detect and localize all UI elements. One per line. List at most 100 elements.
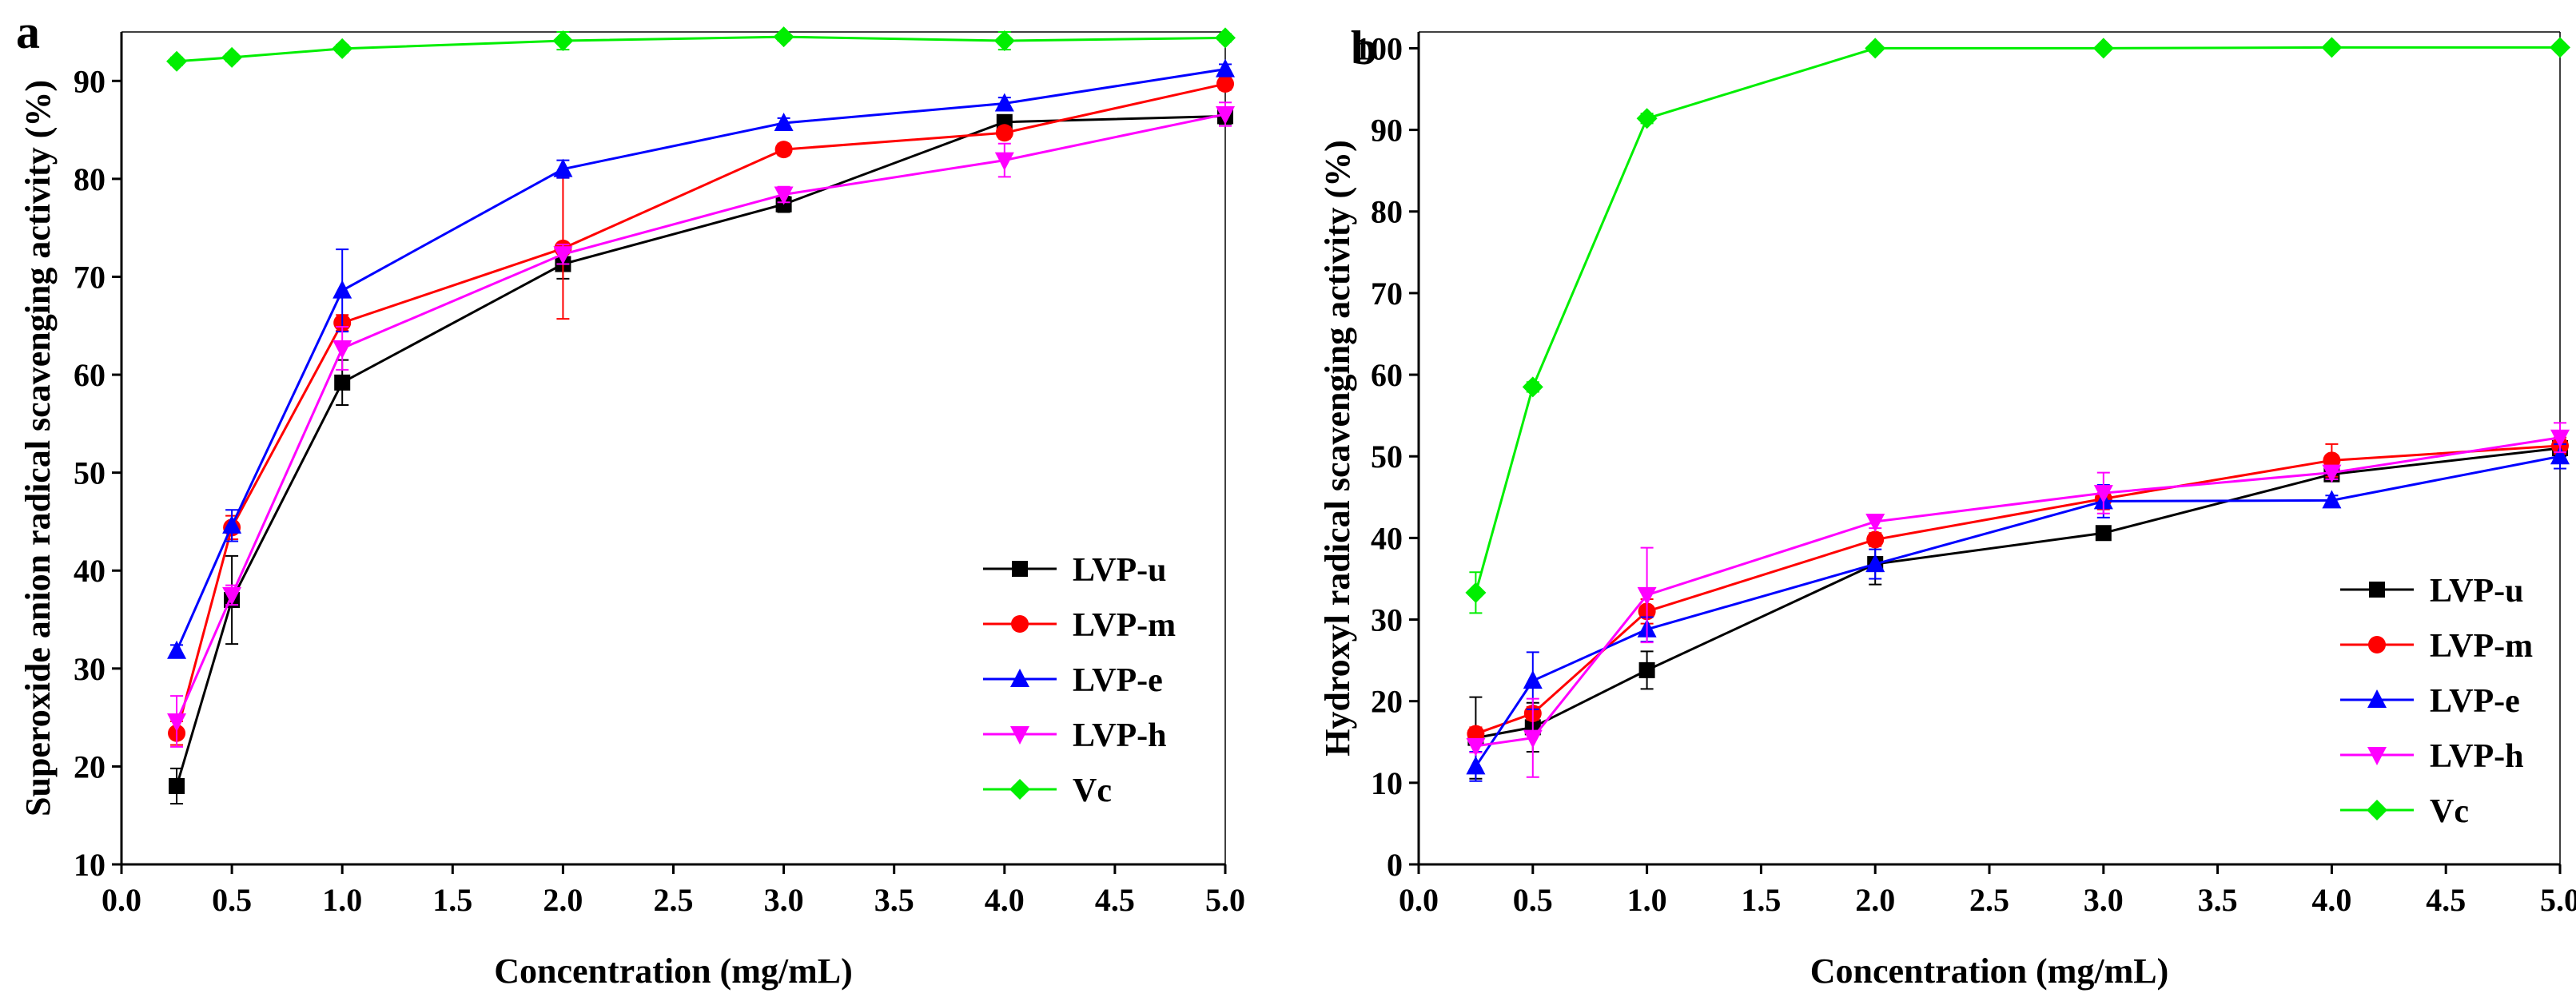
legend-marker <box>2368 636 2386 653</box>
data-point <box>2322 490 2342 509</box>
x-tick-label: 2.0 <box>1855 882 1895 918</box>
data-point <box>553 246 573 265</box>
data-point <box>1636 108 1658 129</box>
x-tick-label: 4.5 <box>2426 882 2466 918</box>
data-point <box>334 374 351 391</box>
data-point <box>2322 464 2342 483</box>
legend-marker <box>1012 561 1028 577</box>
data-point <box>553 158 573 177</box>
series-LVP-e <box>167 58 1235 659</box>
data-point <box>2092 38 2114 59</box>
y-tick-label: 70 <box>74 259 106 295</box>
x-tick-label: 3.0 <box>764 882 804 918</box>
x-tick-label: 2.0 <box>543 882 583 918</box>
data-point <box>1637 586 1657 606</box>
legend-marker <box>1010 726 1029 745</box>
y-axis-title: Hydroxyl radical scavenging activity (%) <box>1318 140 1357 757</box>
x-tick-label: 5.0 <box>1205 882 1245 918</box>
y-tick-label: 50 <box>1371 439 1403 475</box>
series-line <box>175 82 1226 734</box>
data-point <box>166 50 188 72</box>
data-point <box>169 777 185 794</box>
y-tick-label: 50 <box>74 455 106 491</box>
legend-marker <box>2367 689 2387 708</box>
x-tick-label: 0.0 <box>1399 882 1439 918</box>
data-point <box>1523 670 1543 689</box>
legend-marker <box>2367 800 2387 820</box>
legend-marker <box>1011 615 1029 633</box>
data-point <box>2550 429 2570 448</box>
data-point <box>774 113 794 132</box>
data-point <box>1522 376 1543 398</box>
legend-label: LVP-m <box>2430 628 2533 665</box>
series-LVP-e <box>1466 443 2570 782</box>
data-point <box>773 26 794 48</box>
data-point <box>1638 661 1655 678</box>
x-tick-label: 0.0 <box>102 882 141 918</box>
y-tick-label: 40 <box>74 553 106 589</box>
legend: LVP-u LVP-m LVP-e LVP-h Vc <box>2340 573 2533 830</box>
legend: LVP-u LVP-m LVP-e LVP-h Vc <box>983 552 1176 809</box>
legend-marker <box>1009 779 1030 800</box>
series-line <box>1474 46 2560 594</box>
y-tick-label: 20 <box>1371 684 1403 720</box>
y-tick-label: 0 <box>1387 847 1403 883</box>
series-line <box>1475 447 2561 740</box>
y-tick-label: 90 <box>74 63 106 99</box>
data-point <box>994 93 1014 112</box>
x-tick-label: 4.5 <box>1095 882 1135 918</box>
panel-b: 0.0 0.5 1.0 1.5 2.0 2.5 3.0 3.5 4.0 4.5 5.0 0 10 20 30… <box>1318 22 2576 991</box>
series-Vc <box>166 26 1236 72</box>
legend-marker <box>1010 669 1029 687</box>
legend-label: Vc <box>1073 773 1112 809</box>
legend-marker <box>2369 582 2385 598</box>
x-tick-label: 5.0 <box>2540 882 2576 918</box>
data-point <box>167 713 187 733</box>
data-point <box>1215 27 1236 49</box>
data-point <box>167 640 187 659</box>
data-point <box>2550 37 2570 58</box>
data-point <box>995 124 1013 142</box>
series-LVP-u <box>1467 439 2568 780</box>
legend-label: LVP-e <box>2430 683 2520 720</box>
y-tick-label: 10 <box>74 847 106 883</box>
legend-label: LVP-u <box>2430 573 2524 610</box>
x-tick-label: 1.5 <box>432 882 472 918</box>
data-point <box>2550 446 2570 465</box>
y-tick-label: 60 <box>1371 357 1403 393</box>
panel-a: 0.0 0.5 1.0 1.5 2.0 2.5 3.0 3.5 4.0 4.5 5.0 10 20 30 4… <box>16 6 1245 991</box>
data-point <box>1865 554 1885 573</box>
y-tick-label: 40 <box>1371 520 1403 556</box>
y-tick-label: 60 <box>74 357 106 393</box>
series-LVP-u <box>169 107 1233 804</box>
y-tick-label: 70 <box>1371 276 1403 312</box>
legend-label: Vc <box>2430 793 2469 830</box>
legend-marker <box>2367 747 2387 765</box>
data-point <box>2321 37 2343 58</box>
x-tick-label: 2.5 <box>654 882 694 918</box>
x-tick-label: 2.5 <box>1969 882 2009 918</box>
y-tick-label: 20 <box>74 749 106 785</box>
data-point <box>222 514 242 534</box>
data-point <box>332 38 353 59</box>
data-point <box>222 586 242 606</box>
legend-label: LVP-e <box>1073 662 1163 699</box>
y-tick-label: 10 <box>1371 765 1403 801</box>
x-tick-label: 1.5 <box>1741 882 1781 918</box>
x-tick-label: 3.0 <box>2084 882 2124 918</box>
y-tick-label: 30 <box>74 651 106 687</box>
x-axis-title: Concentration (mg/mL) <box>494 951 853 991</box>
data-point <box>221 46 243 68</box>
x-tick-label: 4.0 <box>985 882 1025 918</box>
data-point <box>332 280 352 299</box>
data-point <box>1465 582 1487 603</box>
panel-letter: a <box>16 6 40 58</box>
data-point <box>1866 530 1885 549</box>
data-point <box>1216 105 1235 125</box>
data-point <box>1865 38 1886 59</box>
y-tick-label: 30 <box>1371 602 1403 638</box>
x-axis-title: Concentration (mg/mL) <box>1810 951 2169 991</box>
data-point <box>2095 525 2112 542</box>
legend-label: LVP-h <box>1073 717 1167 754</box>
